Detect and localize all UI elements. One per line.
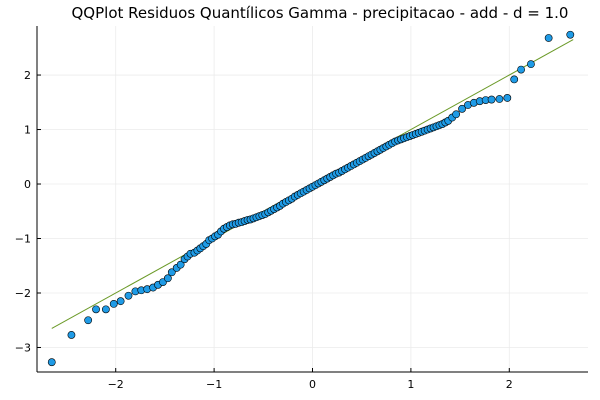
data-point [101,305,110,314]
data-point [109,299,118,308]
data-point [84,316,93,325]
x-tick-label: −2 [108,378,124,391]
data-point [167,268,176,277]
data-point [92,305,100,314]
data-point [495,95,504,103]
data-point [544,34,553,42]
y-tick-label: 2 [24,69,31,82]
data-point [487,95,496,104]
data-point [116,297,125,306]
y-axis-ticks: −3 −2 −1 0 1 2 [15,69,41,354]
y-tick-label: −1 [15,233,31,246]
y-tick-label: −3 [15,341,31,354]
data-point [67,331,76,339]
data-point [503,94,512,102]
x-tick-label: 2 [506,378,513,391]
y-tick-label: 1 [24,124,31,137]
data-points [47,30,575,367]
data-point [124,291,133,300]
x-tick-label: 0 [309,378,316,391]
y-tick-label: −2 [15,287,31,300]
data-point [517,65,525,74]
x-tick-label: 1 [407,378,414,391]
data-point [163,274,172,283]
data-point [566,30,575,39]
data-point [458,104,466,113]
x-axis-ticks: −2 −1 0 1 2 [108,368,513,391]
y-tick-label: 0 [24,178,31,191]
data-point [452,110,461,119]
data-point [47,358,56,367]
data-point [510,75,519,84]
x-tick-label: −1 [206,378,222,391]
data-point [176,260,185,269]
data-point [527,60,535,69]
grid-lines [37,26,588,372]
chart-title: QQPlot Residuos Quantílicos Gamma - prec… [72,4,569,22]
